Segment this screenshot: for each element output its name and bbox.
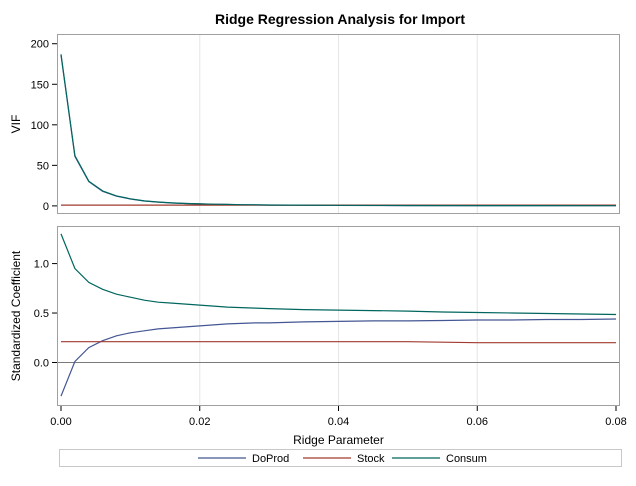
- series-line-vif-consum: [60, 54, 617, 207]
- y-tick-label-vif-4: 200: [31, 39, 49, 51]
- y-tick-label-coef-1: 0.5: [34, 308, 49, 320]
- panel-coef: 0.0 0.5 1.0 Standardized Coefficient 0.00 0.0…: [9, 226, 627, 447]
- x-tick-label-3: 0.06: [467, 416, 488, 428]
- panel-vif: 0 50 100 150 200 VIF: [9, 34, 620, 214]
- series-line-coef-consum: [60, 233, 617, 316]
- y-tick-label-coef-2: 1.0: [34, 259, 49, 271]
- chart-legend: DoProd Stock Consum: [59, 449, 622, 467]
- x-tick-label-0: 0.00: [50, 416, 71, 428]
- x-tick-label-2: 0.04: [328, 416, 349, 428]
- plot-frame-vif: [57, 34, 620, 214]
- series-line-coef-stock: [61, 341, 616, 344]
- x-tick-label-4: 0.08: [605, 416, 626, 428]
- plot-frame-coef: [57, 226, 620, 406]
- y-tick-label-vif-2: 100: [31, 120, 49, 132]
- legend-label-consum: Consum: [446, 453, 487, 465]
- y-tick-label-vif-3: 150: [31, 79, 49, 91]
- y-axis-label-coef: Standardized Coefficient: [9, 250, 23, 381]
- legend-label-stock: Stock: [357, 453, 385, 465]
- chart-title: Ridge Regression Analysis for Import: [215, 11, 465, 27]
- x-axis-label: Ridge Parameter: [293, 433, 384, 447]
- y-tick-label-vif-0: 0: [43, 201, 49, 213]
- y-tick-label-coef-0: 0.0: [34, 357, 49, 369]
- y-axis-label-vif: VIF: [9, 115, 23, 134]
- chart-panels: 0 50 100 150 200 VIF 0.0 0.5 1.0 Standardized Coe…: [9, 34, 627, 447]
- legend-label-doprod: DoProd: [252, 453, 289, 465]
- x-tick-label-1: 0.02: [189, 416, 210, 428]
- series-line-coef-doprod: [60, 318, 617, 397]
- y-tick-label-vif-1: 50: [37, 160, 49, 172]
